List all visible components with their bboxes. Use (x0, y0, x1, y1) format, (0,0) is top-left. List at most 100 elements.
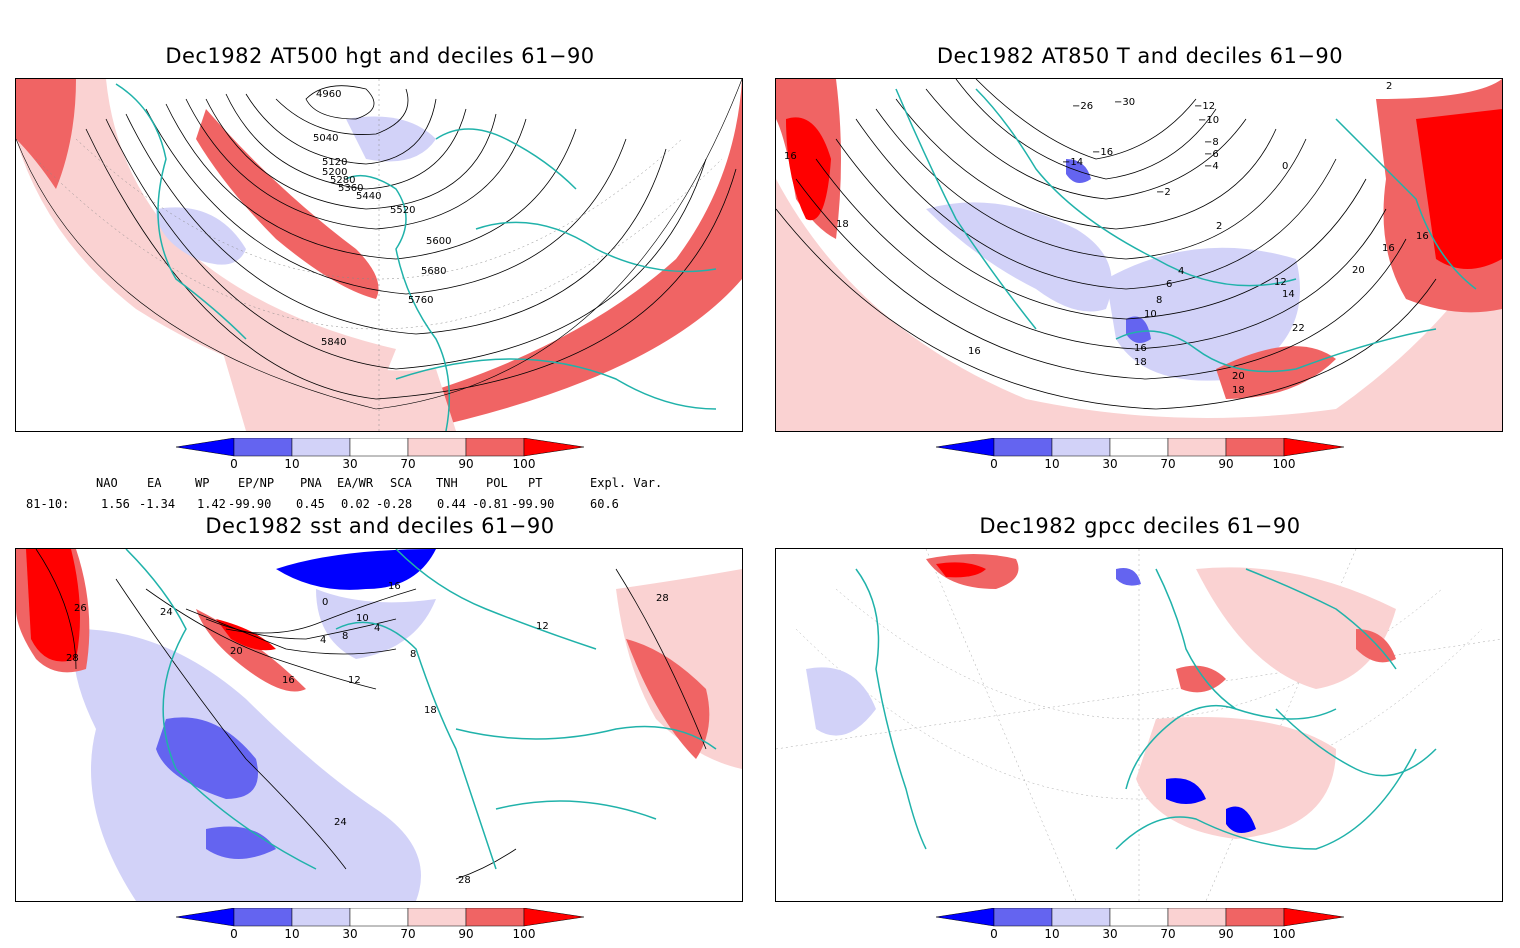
colorbar-gpcc: 0 10 30 70 90 100 (936, 908, 1346, 948)
svg-text:5680: 5680 (421, 266, 446, 277)
colorbar-svg: 0 10 30 70 90 100 (936, 438, 1345, 471)
svg-text:28: 28 (458, 875, 471, 886)
shade-high-light-africa (1136, 717, 1336, 839)
colorbar-svg: 0 10 30 70 90 100 (176, 908, 585, 940)
map-z500: 4960 5040 5120 5200 5280 5360 5440 5520 … (16, 79, 742, 431)
coastlines (895, 88, 1477, 373)
svg-text:10: 10 (1044, 457, 1059, 471)
panel-title-gpcc: Dec1982 gpcc deciles 61−90 (979, 514, 1301, 538)
svg-text:30: 30 (1102, 927, 1117, 940)
svg-text:16: 16 (388, 581, 401, 592)
map-panel-t850: −26 −30 −12 −10 −8 −6 −4 −14 −16 −2 0 2 … (775, 78, 1503, 432)
svg-text:−2: −2 (1156, 187, 1171, 198)
index-value-tnh: 0.44 (437, 497, 466, 511)
svg-text:18: 18 (1134, 357, 1147, 368)
shade-low-light-europe (346, 116, 436, 162)
colorbar-z500: 0 10 30 70 90 100 (176, 438, 586, 478)
svg-text:8: 8 (1156, 295, 1162, 306)
svg-text:0: 0 (322, 597, 328, 608)
svg-text:4: 4 (1178, 266, 1184, 277)
shade-high-light-band (776, 179, 1502, 431)
map-panel-gpcc (775, 548, 1503, 902)
map-sst: 26 28 24 20 16 12 8 4 0 10 4 18 24 28 28… (16, 549, 742, 901)
svg-text:−6: −6 (1204, 149, 1219, 160)
svg-text:5440: 5440 (356, 191, 381, 202)
shade-high-west (16, 79, 76, 189)
svg-text:24: 24 (160, 607, 173, 618)
svg-text:4960: 4960 (316, 89, 341, 100)
svg-text:16: 16 (1416, 231, 1429, 242)
map-t850: −26 −30 −12 −10 −8 −6 −4 −14 −16 −2 0 2 … (776, 79, 1502, 431)
panel-title-t850: Dec1982 AT850 T and deciles 61−90 (936, 44, 1344, 68)
index-header-nao: NAO (96, 476, 118, 490)
shade-high-light-pacific (16, 79, 396, 399)
shade-high-extreme-canada (936, 562, 986, 578)
svg-text:70: 70 (1160, 927, 1175, 940)
svg-text:28: 28 (66, 653, 79, 664)
svg-text:5840: 5840 (321, 337, 346, 348)
sst-contours (35, 549, 707, 880)
graticule (35, 79, 723, 431)
colorbar-t850: 0 10 30 70 90 100 (936, 438, 1346, 478)
svg-text:16: 16 (968, 346, 981, 357)
svg-text:20: 20 (1352, 265, 1365, 276)
contour-labels: −26 −30 −12 −10 −8 −6 −4 −14 −16 −2 0 2 … (784, 81, 1429, 396)
index-header-ea: EA (147, 476, 162, 490)
svg-text:0: 0 (230, 457, 238, 471)
index-header-eawr: EA/WR (337, 476, 374, 490)
index-header-epnp: EP/NP (238, 476, 275, 490)
index-value-sca: -0.28 (376, 497, 413, 511)
shade-high-europe (1176, 665, 1226, 693)
svg-text:18: 18 (1232, 385, 1245, 396)
svg-text:70: 70 (1160, 457, 1175, 471)
index-header-pt: PT (528, 476, 543, 490)
svg-text:8: 8 (410, 649, 416, 660)
temperature-contours (776, 79, 1437, 410)
svg-text:22: 22 (1292, 323, 1305, 334)
shade-low-extreme-arctic (276, 549, 436, 590)
svg-text:0: 0 (990, 927, 998, 940)
panel-title-sst: Dec1982 sst and deciles 61−90 (205, 514, 555, 538)
svg-text:12: 12 (536, 621, 549, 632)
svg-text:16: 16 (784, 151, 797, 162)
map-panel-z500: 4960 5040 5120 5200 5280 5360 5440 5520 … (15, 78, 743, 432)
shade-low-eastafrica (1226, 806, 1256, 833)
svg-text:70: 70 (400, 457, 415, 471)
shade-high-east (626, 639, 710, 759)
svg-text:100: 100 (513, 927, 536, 940)
shade-low-sahel (1166, 778, 1206, 804)
svg-text:10: 10 (1044, 927, 1059, 940)
coastlines (125, 549, 717, 870)
index-value-ea: -1.34 (139, 497, 176, 511)
svg-text:30: 30 (342, 457, 357, 471)
svg-text:100: 100 (1273, 457, 1296, 471)
svg-text:−8: −8 (1204, 137, 1219, 148)
svg-text:90: 90 (1218, 457, 1233, 471)
svg-text:−10: −10 (1198, 115, 1219, 126)
index-header-wp: WP (195, 476, 210, 490)
svg-text:5040: 5040 (313, 133, 338, 144)
svg-text:12: 12 (348, 675, 361, 686)
svg-text:14: 14 (1282, 289, 1295, 300)
shade-high-extreme-west (26, 549, 80, 662)
index-value-pna: 0.45 (296, 497, 325, 511)
svg-text:90: 90 (458, 457, 473, 471)
svg-text:4: 4 (320, 635, 326, 646)
svg-text:12: 12 (1274, 277, 1287, 288)
svg-text:90: 90 (1218, 927, 1233, 940)
panel-title-z500: Dec1982 AT500 hgt and deciles 61−90 (165, 44, 595, 68)
svg-text:16: 16 (1382, 243, 1395, 254)
shade-high-light-africa (216, 329, 456, 431)
shade-low-light-band (926, 202, 1112, 312)
svg-text:10: 10 (284, 457, 299, 471)
colorbar-svg: 0 10 30 70 90 100 (176, 438, 585, 471)
shade-low-light-west (806, 667, 876, 736)
shade-high-extreme-east (1416, 109, 1502, 269)
svg-text:4: 4 (374, 623, 380, 634)
index-value-pol: -0.81 (472, 497, 509, 511)
svg-text:0: 0 (230, 927, 238, 940)
svg-text:26: 26 (74, 603, 87, 614)
svg-text:0: 0 (990, 457, 998, 471)
index-value-explvar: 60.6 (590, 497, 619, 511)
index-value-pt: -99.90 (511, 497, 555, 511)
